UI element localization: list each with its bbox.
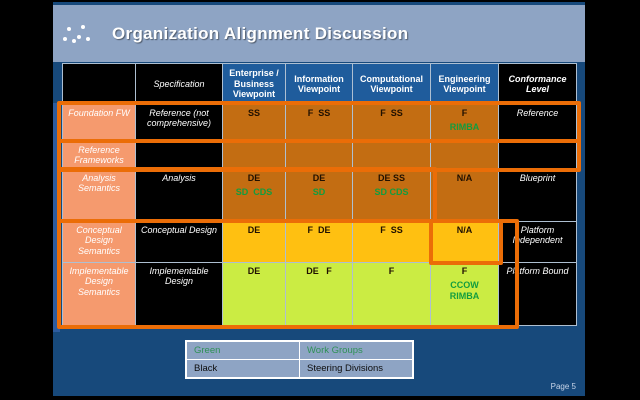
cell-text: CCOW RIMBA xyxy=(449,280,480,301)
cell-conceptual-design-semantics-1: Conceptual Design xyxy=(136,222,222,262)
cell-implementable-design-semantics-4: F xyxy=(353,263,430,325)
cell-text: Reference (not comprehensive) xyxy=(146,108,212,129)
cell-text: Computational Viewpoint xyxy=(360,73,426,94)
cell-text: DE F xyxy=(306,266,332,276)
cell-text: SD xyxy=(312,187,326,198)
cell-reference-frameworks-1 xyxy=(136,142,222,169)
cell-text: Foundation FW xyxy=(68,108,130,118)
cell-implementable-design-semantics-3: DE F xyxy=(286,263,352,325)
cell-text: DE xyxy=(247,266,261,276)
cell-foundation-fw-3: F SS xyxy=(286,105,352,141)
cell-text: Blueprint xyxy=(519,173,556,183)
header-cell-2: Enterprise / Business Viewpoint xyxy=(223,64,285,104)
cell-text: SS xyxy=(247,108,260,118)
cell-text: DE SS xyxy=(377,173,405,183)
cell-foundation-fw-1: Reference (not comprehensive) xyxy=(136,105,222,141)
cell-conceptual-design-semantics-3: F DE xyxy=(286,222,352,262)
cell-text: F xyxy=(461,108,468,118)
header-cell-5: Engineering Viewpoint xyxy=(431,64,498,104)
header-cell-6: Conformance Level xyxy=(499,64,576,104)
logo-dots-icon xyxy=(63,25,93,43)
cell-text: Analysis Semantics xyxy=(77,173,121,194)
alignment-table: Specification Enterprise / Business Viewp… xyxy=(62,63,577,326)
header-cell-1: Specification xyxy=(136,64,222,104)
legend-table: Green Work Groups Black Steering Divisio… xyxy=(185,340,414,379)
cell-foundation-fw-5: F RIMBA xyxy=(431,105,498,141)
header-cell-4: Computational Viewpoint xyxy=(353,64,430,104)
cell-reference-frameworks-5 xyxy=(431,142,498,169)
cell-text: F xyxy=(388,266,395,276)
cell-text: Engineering Viewpoint xyxy=(438,73,494,94)
cell-text: Enterprise / Business Viewpoint xyxy=(229,68,282,100)
cell-conceptual-design-semantics-0: Conceptual Design Semantics xyxy=(63,222,135,262)
header-cell-0 xyxy=(63,64,135,104)
legend-value-steering-divisions: Steering Divisions xyxy=(300,360,412,377)
header-cell-3: Information Viewpoint xyxy=(286,64,352,104)
cell-text: N/A xyxy=(456,225,473,235)
cell-implementable-design-semantics-1: Implementable Design xyxy=(136,263,222,325)
cell-text: Implementable Design Semantics xyxy=(69,266,132,297)
cell-analysis-semantics-0: Analysis Semantics xyxy=(63,170,135,221)
cell-text: Specification xyxy=(153,78,205,89)
cell-implementable-design-semantics-5: F CCOW RIMBA xyxy=(431,263,498,325)
cell-text: Conceptual Design xyxy=(140,225,218,235)
cell-analysis-semantics-1: Analysis xyxy=(136,170,222,221)
cell-implementable-design-semantics-6: Platform Bound xyxy=(499,263,576,325)
cell-text: N/A xyxy=(456,173,473,183)
cell-analysis-semantics-2: DE SD CDS xyxy=(223,170,285,221)
cell-text: DE xyxy=(312,173,326,183)
cell-text: Analysis xyxy=(162,173,196,183)
accent-stripe xyxy=(53,103,60,332)
cell-analysis-semantics-4: DE SS SD CDS xyxy=(353,170,430,221)
cell-text: F SS xyxy=(380,108,403,118)
cell-text: F SS xyxy=(307,108,331,118)
cell-text: Information Viewpoint xyxy=(294,73,347,94)
cell-text: Platform Independent xyxy=(512,225,563,246)
legend-key-black: Black xyxy=(187,360,299,377)
cell-reference-frameworks-6 xyxy=(499,142,576,169)
legend-key-green: Green xyxy=(187,342,299,359)
slide: Organization Alignment Discussion Specif… xyxy=(53,2,585,396)
cell-text: Reference xyxy=(516,108,559,118)
cell-implementable-design-semantics-2: DE xyxy=(223,263,285,325)
cell-analysis-semantics-6: Blueprint xyxy=(499,170,576,221)
cell-text: Platform Bound xyxy=(506,266,569,276)
cell-foundation-fw-6: Reference xyxy=(499,105,576,141)
cell-text: RIMBA xyxy=(449,122,480,133)
cell-text: SD CDS xyxy=(235,187,273,198)
cell-conceptual-design-semantics-4: F SS xyxy=(353,222,430,262)
cell-text: DE xyxy=(247,173,261,183)
cell-foundation-fw-4: F SS xyxy=(353,105,430,141)
cell-conceptual-design-semantics-6: Platform Independent xyxy=(499,222,576,262)
cell-implementable-design-semantics-0: Implementable Design Semantics xyxy=(63,263,135,325)
cell-text: Conceptual Design Semantics xyxy=(76,225,125,256)
cell-reference-frameworks-0: Reference Frameworks xyxy=(63,142,135,169)
cell-conceptual-design-semantics-2: DE xyxy=(223,222,285,262)
cell-reference-frameworks-3 xyxy=(286,142,352,169)
cell-text: SD CDS xyxy=(374,187,409,198)
cell-text: F xyxy=(461,266,468,276)
cell-reference-frameworks-4 xyxy=(353,142,430,169)
page-number: Page 5 xyxy=(550,382,576,391)
cell-foundation-fw-0: Foundation FW xyxy=(63,105,135,141)
cell-foundation-fw-2: SS xyxy=(223,105,285,141)
cell-text: Reference Frameworks xyxy=(74,145,124,166)
cell-text: Implementable Design xyxy=(149,266,212,287)
cell-analysis-semantics-5: N/A xyxy=(431,170,498,221)
page-title: Organization Alignment Discussion xyxy=(112,23,409,43)
cell-text: Conformance Level xyxy=(508,73,570,94)
cell-text: F SS xyxy=(380,225,403,235)
legend-value-work-groups: Work Groups xyxy=(300,342,412,359)
cell-reference-frameworks-2 xyxy=(223,142,285,169)
cell-text: DE xyxy=(247,225,261,235)
title-bar: Organization Alignment Discussion xyxy=(53,5,585,62)
cell-analysis-semantics-3: DE SD xyxy=(286,170,352,221)
cell-text: F DE xyxy=(307,225,331,235)
cell-conceptual-design-semantics-5: N/A xyxy=(431,222,498,262)
